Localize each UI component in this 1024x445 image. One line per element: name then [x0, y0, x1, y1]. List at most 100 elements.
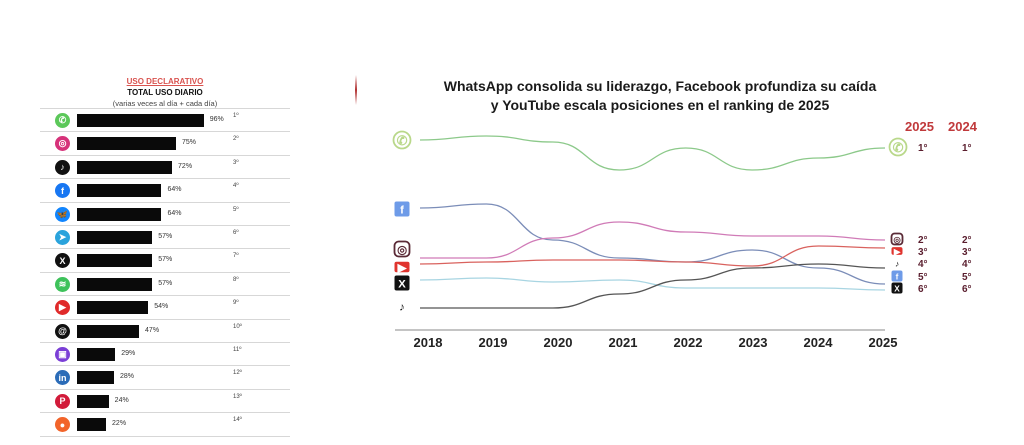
usage-value: 24% [114, 396, 129, 404]
youtube-icon: ▶ [55, 300, 70, 316]
usage-bar [77, 324, 140, 338]
usage-rank: 1º [233, 113, 239, 119]
series-line-youtube [419, 245, 886, 267]
svg-text:✆: ✆ [893, 140, 904, 155]
table-row: X 57% 7º [40, 248, 290, 272]
svg-text:♪: ♪ [895, 259, 899, 268]
rank-2025-x: 6° [918, 284, 928, 295]
svg-text:◎: ◎ [397, 245, 407, 257]
svg-text:X: X [398, 279, 406, 291]
x-tick-label: 2023 [739, 335, 768, 350]
linkedin-icon: in [55, 370, 70, 386]
x-tick-label: 2019 [479, 335, 508, 350]
usage-bar [77, 184, 162, 198]
usage-value: 57% [158, 256, 173, 264]
rank-2025-youtube: 3° [918, 247, 928, 258]
x-tick-label: 2025 [869, 335, 898, 350]
x-tick-label: 2018 [414, 335, 443, 350]
x-icon: X [891, 282, 903, 294]
usage-rank: 11º [233, 347, 242, 353]
usage-value: 75% [182, 139, 197, 147]
usage-rank: 10º [233, 323, 242, 330]
x-tick-label: 2024 [804, 335, 834, 350]
tiktok-icon: ♪ [895, 259, 899, 268]
pinterest-icon: P [55, 393, 70, 409]
instagram-icon: ◎ [393, 240, 411, 258]
table-row: 🦋 64% 5º [40, 201, 290, 226]
tiktok-icon: ♪ [55, 159, 70, 175]
x-tick-label: 2021 [609, 335, 638, 350]
usage-bar [77, 277, 153, 291]
whatsapp-icon: ✆ [888, 137, 908, 157]
chart-title-line1: WhatsApp consolida su liderazgo, Faceboo… [443, 78, 877, 94]
usage-value: 72% [178, 162, 193, 170]
series-line-facebook [419, 203, 886, 285]
rank-2025-facebook: 5° [918, 272, 928, 283]
usage-value: 64% [167, 186, 182, 194]
facebook-icon: f [394, 201, 410, 217]
usage-value: 64% [167, 209, 182, 217]
svg-text:✆: ✆ [397, 133, 408, 148]
rank-2024-youtube: 3° [962, 247, 972, 258]
svg-text:f: f [896, 272, 899, 281]
usage-rank: 14º [233, 417, 242, 424]
usage-value: 96% [209, 116, 224, 123]
whatsapp-icon: ✆ [392, 130, 412, 150]
series-line-x [419, 277, 886, 291]
usage-bar [77, 207, 162, 221]
chart-title-line2: y YouTube escala posiciones en el rankin… [490, 97, 830, 113]
rank-2024-facebook: 5° [962, 272, 972, 283]
twitch-icon: ▣ [55, 347, 70, 362]
rank-2024-whatsapp: 1° [962, 143, 972, 154]
rank-header-2024: 2024 [948, 119, 978, 134]
reddit-icon: ● [55, 417, 70, 433]
series-line-instagram [419, 221, 886, 259]
usage-bar [77, 371, 114, 385]
x-icon: X [394, 275, 410, 291]
usage-value: 57% [158, 233, 173, 240]
table-row: ≋ 57% 8º [40, 271, 290, 296]
usage-rank: 9º [233, 300, 239, 307]
series-line-tiktok [419, 263, 886, 309]
facebook-icon: f [55, 183, 70, 199]
facebook-icon: f [891, 270, 903, 282]
usage-value: 47% [145, 326, 160, 334]
table-title: TOTAL USO DIARIO [127, 88, 203, 97]
usage-rank: 8º [233, 276, 239, 283]
table-row: ✆ 96% 1º [40, 108, 290, 132]
rank-2025-whatsapp: 1° [918, 143, 928, 154]
rank-2024-tiktok: 4° [962, 259, 972, 270]
instagram-icon: ◎ [55, 136, 70, 152]
youtube-icon: ▶ [891, 247, 903, 256]
table-row: ♪ 72% 3º [40, 154, 290, 179]
usage-bar [77, 418, 107, 432]
bluesky-icon: 🦋 [55, 206, 70, 222]
usage-bar [77, 348, 116, 361]
x-icon: X [55, 253, 70, 269]
usage-bar [77, 301, 149, 315]
usage-value: 29% [121, 350, 136, 357]
table-bottom-border [40, 435, 290, 437]
whatsapp-icon: ✆ [55, 113, 70, 128]
usage-bar [77, 394, 109, 408]
svg-text:▶: ▶ [397, 263, 407, 275]
x-tick-label: 2020 [544, 335, 573, 350]
svg-text:X: X [894, 284, 900, 293]
table-row: ◎ 75% 2º [40, 131, 290, 155]
accent-divider [355, 75, 357, 105]
table-row: ➤ 57% 6º [40, 225, 290, 249]
tiktok-icon: ♪ [399, 302, 405, 314]
table-tag: USO DECLARATIVO [126, 77, 204, 86]
spotify-icon: ≋ [55, 276, 70, 292]
table-row: ▶ 54% 9º [40, 295, 290, 319]
svg-text:♪: ♪ [399, 302, 405, 314]
rank-header-2025: 2025 [905, 119, 934, 134]
table-row: P 24% 13º [40, 388, 290, 413]
usage-bar [77, 254, 153, 268]
table-row: f 64% 4º [40, 178, 290, 202]
svg-text:f: f [400, 205, 404, 217]
table-subtitle: (varias veces al día + cada día) [112, 99, 218, 108]
telegram-icon: ➤ [55, 230, 70, 245]
usage-value: 54% [154, 303, 169, 311]
